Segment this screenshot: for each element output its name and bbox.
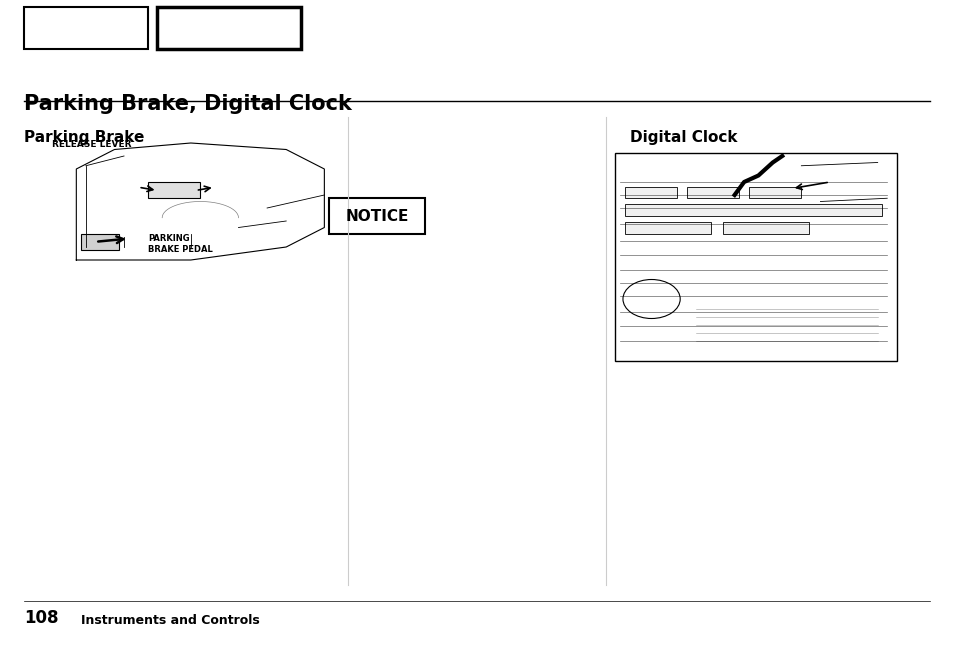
Bar bbox=[624, 187, 677, 198]
Text: Parking Brake: Parking Brake bbox=[24, 130, 144, 145]
Bar bbox=[24, 6, 148, 49]
Text: RELEASE LEVER: RELEASE LEVER bbox=[52, 140, 132, 149]
Bar bbox=[748, 187, 801, 198]
Bar bbox=[148, 182, 200, 198]
Circle shape bbox=[622, 280, 679, 318]
Bar bbox=[624, 204, 882, 216]
Bar bbox=[722, 222, 808, 234]
Bar bbox=[624, 222, 710, 234]
Bar bbox=[81, 234, 119, 250]
Text: NOTICE: NOTICE bbox=[345, 209, 408, 224]
Text: 108: 108 bbox=[24, 609, 58, 627]
Bar bbox=[329, 198, 424, 234]
Text: PARKING
BRAKE PEDAL: PARKING BRAKE PEDAL bbox=[148, 234, 213, 254]
Text: Parking Brake, Digital Clock: Parking Brake, Digital Clock bbox=[24, 94, 352, 114]
Bar bbox=[157, 6, 300, 49]
Text: Instruments and Controls: Instruments and Controls bbox=[81, 614, 259, 627]
Bar bbox=[686, 187, 739, 198]
Bar bbox=[615, 153, 896, 361]
Text: Digital Clock: Digital Clock bbox=[629, 130, 737, 145]
